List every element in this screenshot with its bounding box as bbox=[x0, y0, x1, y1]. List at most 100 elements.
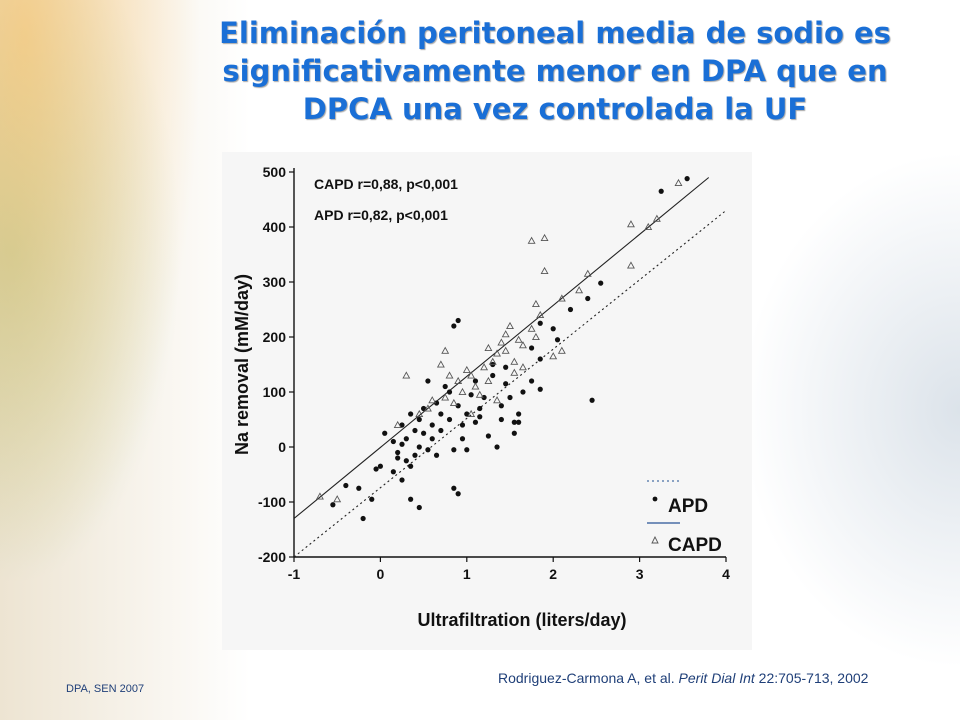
point-apd bbox=[477, 405, 483, 412]
point-apd bbox=[395, 449, 401, 456]
point-capd bbox=[493, 396, 502, 404]
point-apd bbox=[403, 458, 409, 464]
point-apd bbox=[390, 469, 396, 475]
point-apd bbox=[464, 447, 470, 453]
chart-legend: APD CAPD bbox=[647, 480, 722, 556]
point-apd bbox=[477, 414, 483, 420]
point-apd bbox=[433, 452, 440, 458]
point-apd bbox=[472, 419, 479, 425]
point-capd bbox=[423, 404, 432, 412]
point-capd bbox=[480, 363, 489, 371]
x-tick-label: 2 bbox=[549, 566, 557, 582]
point-capd bbox=[583, 269, 592, 277]
point-apd bbox=[390, 438, 396, 445]
point-apd bbox=[360, 515, 366, 522]
point-capd bbox=[549, 352, 558, 360]
point-capd bbox=[467, 409, 476, 418]
point-capd bbox=[315, 492, 324, 500]
point-capd bbox=[471, 382, 480, 390]
y-tick-label: 400 bbox=[263, 219, 287, 235]
point-apd bbox=[412, 452, 418, 458]
point-capd bbox=[652, 214, 661, 222]
y-tick-label: -200 bbox=[258, 549, 286, 565]
point-apd bbox=[442, 383, 448, 390]
point-capd bbox=[501, 330, 510, 338]
point-apd bbox=[408, 463, 414, 469]
background-left-decoration bbox=[0, 0, 250, 720]
point-capd bbox=[454, 376, 463, 385]
point-apd bbox=[403, 436, 409, 442]
point-apd bbox=[412, 427, 418, 434]
point-apd bbox=[658, 188, 664, 194]
regression-lines bbox=[294, 177, 726, 557]
point-apd bbox=[503, 364, 509, 370]
point-apd bbox=[408, 411, 414, 417]
point-apd bbox=[498, 403, 504, 409]
chart-labels: 500 400 300 200 100 0 -100 -200-1 0 1 2 3 4 Ultrafilt… bbox=[232, 164, 730, 630]
footer-source: DPA, SEN 2007 bbox=[66, 683, 145, 695]
point-apd bbox=[503, 381, 509, 387]
point-capd bbox=[493, 349, 502, 357]
point-apd bbox=[455, 317, 461, 324]
point-capd bbox=[626, 220, 635, 228]
point-capd bbox=[531, 299, 540, 308]
point-capd bbox=[475, 390, 484, 398]
point-capd bbox=[333, 495, 342, 503]
point-apd bbox=[516, 411, 522, 417]
point-apd bbox=[567, 306, 574, 313]
point-capd bbox=[428, 396, 437, 404]
point-capd bbox=[557, 346, 566, 354]
annotation-apd-stats: APD r=0,82, p<0,001 bbox=[314, 207, 448, 223]
legend-apd-marker bbox=[652, 496, 658, 502]
point-capd bbox=[514, 335, 523, 343]
point-apd bbox=[516, 419, 522, 425]
legend-capd-label: CAPD bbox=[668, 535, 722, 556]
point-capd bbox=[462, 365, 471, 374]
point-capd bbox=[518, 363, 527, 371]
point-capd bbox=[484, 376, 493, 385]
point-apd bbox=[498, 416, 504, 423]
point-capd bbox=[497, 338, 506, 346]
point-apd bbox=[455, 491, 461, 497]
y-tick-label: 300 bbox=[263, 274, 287, 290]
fit-line-apd bbox=[294, 210, 726, 557]
y-tick-label: 100 bbox=[263, 384, 287, 400]
point-capd bbox=[449, 398, 458, 407]
point-apd bbox=[446, 416, 453, 423]
y-tick-label: -100 bbox=[258, 494, 286, 510]
point-apd bbox=[459, 436, 466, 442]
x-tick-label: 3 bbox=[636, 566, 644, 582]
point-capd bbox=[441, 393, 450, 401]
point-apd bbox=[399, 422, 405, 428]
point-apd bbox=[459, 422, 466, 428]
point-capd bbox=[527, 324, 536, 332]
point-capd bbox=[527, 236, 536, 244]
scatter-chart: 500 400 300 200 100 0 -100 -200-1 0 1 2 3 4 Ultrafilt… bbox=[232, 164, 730, 630]
point-apd bbox=[598, 280, 604, 286]
point-apd bbox=[343, 482, 349, 489]
citation-ref: 22:705-713, 2002 bbox=[754, 670, 869, 686]
point-apd bbox=[399, 441, 405, 447]
data-points bbox=[315, 176, 690, 522]
point-apd bbox=[511, 419, 517, 425]
point-apd bbox=[529, 345, 535, 351]
point-apd bbox=[399, 477, 405, 483]
y-axis-title: Na removal (mM/day) bbox=[232, 274, 252, 455]
point-capd bbox=[531, 332, 540, 341]
citation-journal: Perit Dial Int bbox=[678, 670, 755, 686]
citation: Rodriguez-Carmona A, et al. Perit Dial I… bbox=[498, 670, 868, 686]
point-apd bbox=[550, 326, 556, 332]
point-apd bbox=[416, 504, 422, 511]
point-apd bbox=[369, 496, 375, 502]
citation-authors: Rodriguez-Carmona A, et al. bbox=[498, 670, 679, 686]
point-apd bbox=[472, 378, 479, 384]
slide-title: Eliminación peritoneal media de sodio es… bbox=[219, 16, 891, 126]
point-capd bbox=[484, 343, 493, 352]
point-capd bbox=[467, 371, 476, 379]
point-capd bbox=[626, 261, 635, 269]
point-apd bbox=[421, 405, 427, 412]
point-capd bbox=[518, 341, 527, 349]
x-axis-title: Ultrafiltration (liters/day) bbox=[417, 610, 626, 630]
legend-capd-marker bbox=[651, 535, 659, 544]
y-tick-label: 0 bbox=[278, 439, 286, 455]
